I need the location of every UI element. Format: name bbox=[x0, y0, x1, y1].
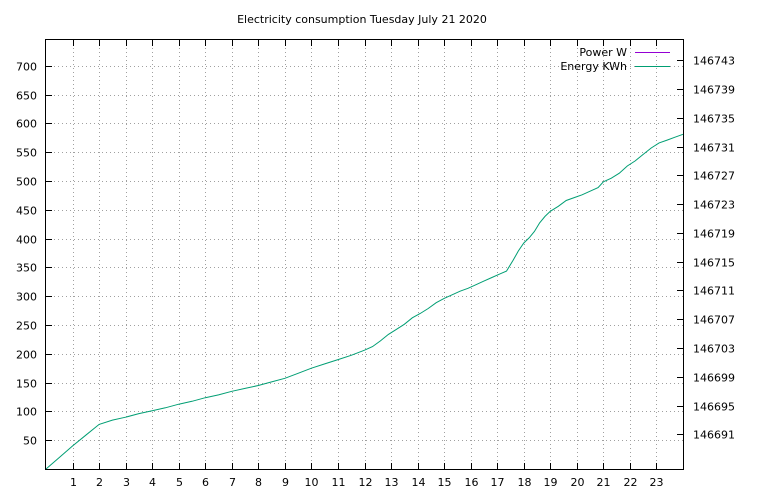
y-right-tick-label: 146695 bbox=[693, 401, 735, 414]
x-tick-label: 4 bbox=[149, 476, 156, 489]
axis-ticks: 1 2 3 4 5 6 7 8 9 10 11 12 13 14 15 16 17 18 19 20 21 22 23501… bbox=[16, 40, 735, 489]
plot-frame bbox=[45, 39, 684, 470]
y-left-tick-label: 450 bbox=[16, 205, 37, 218]
y-right-tick-label: 146743 bbox=[693, 55, 735, 68]
y-right-tick-label: 146707 bbox=[693, 314, 735, 327]
x-tick-label: 8 bbox=[255, 476, 262, 489]
grid bbox=[46, 40, 683, 469]
y-right-tick-label: 146715 bbox=[693, 257, 735, 270]
y-left-tick-label: 350 bbox=[16, 262, 37, 275]
y-right-tick-label: 146739 bbox=[693, 84, 735, 97]
x-tick-label: 7 bbox=[229, 476, 236, 489]
x-tick-label: 1 bbox=[70, 476, 77, 489]
x-tick-label: 3 bbox=[123, 476, 130, 489]
y-left-tick-label: 100 bbox=[16, 406, 37, 419]
x-tick-label: 19 bbox=[544, 476, 558, 489]
series-lines bbox=[45, 133, 684, 470]
x-tick-label: 10 bbox=[305, 476, 319, 489]
y-right-tick-label: 146723 bbox=[693, 199, 735, 212]
x-tick-label: 15 bbox=[438, 476, 452, 489]
x-tick-label: 21 bbox=[597, 476, 611, 489]
y-left-tick-label: 300 bbox=[16, 291, 37, 304]
x-tick-label: 16 bbox=[465, 476, 479, 489]
y-left-tick-label: 400 bbox=[16, 234, 37, 247]
x-tick-label: 23 bbox=[650, 476, 664, 489]
x-tick-label: 17 bbox=[491, 476, 505, 489]
y-left-tick-label: 500 bbox=[16, 176, 37, 189]
x-tick-label: 6 bbox=[202, 476, 209, 489]
x-tick-label: 20 bbox=[571, 476, 585, 489]
x-tick-label: 12 bbox=[359, 476, 373, 489]
legend-label: Power W bbox=[579, 46, 627, 59]
y-right-tick-label: 146735 bbox=[693, 113, 735, 126]
x-tick-label: 9 bbox=[282, 476, 289, 489]
y-left-tick-label: 50 bbox=[23, 435, 37, 448]
x-tick-label: 13 bbox=[385, 476, 399, 489]
y-right-tick-label: 146711 bbox=[693, 285, 735, 298]
y-right-tick-label: 146727 bbox=[693, 170, 735, 183]
y-left-tick-label: 700 bbox=[16, 61, 37, 74]
series-line-energy-kwh bbox=[45, 133, 684, 470]
legend-label: Energy KWh bbox=[560, 60, 627, 73]
y-right-tick-label: 146691 bbox=[693, 429, 735, 442]
y-left-tick-label: 250 bbox=[16, 320, 37, 333]
y-right-tick-label: 146719 bbox=[693, 228, 735, 241]
x-tick-label: 2 bbox=[96, 476, 103, 489]
y-right-tick-label: 146703 bbox=[693, 343, 735, 356]
y-left-tick-label: 150 bbox=[16, 378, 37, 391]
x-tick-label: 14 bbox=[412, 476, 426, 489]
y-right-tick-label: 146731 bbox=[693, 142, 735, 155]
x-tick-label: 5 bbox=[176, 476, 183, 489]
y-left-tick-label: 650 bbox=[16, 90, 37, 103]
y-left-tick-label: 200 bbox=[16, 349, 37, 362]
y-left-tick-label: 550 bbox=[16, 147, 37, 160]
x-tick-label: 18 bbox=[518, 476, 532, 489]
x-tick-label: 22 bbox=[624, 476, 638, 489]
x-tick-label: 11 bbox=[332, 476, 346, 489]
y-right-tick-label: 146699 bbox=[693, 372, 735, 385]
chart-title: Electricity consumption Tuesday July 21 … bbox=[237, 13, 487, 26]
y-left-tick-label: 600 bbox=[16, 118, 37, 131]
